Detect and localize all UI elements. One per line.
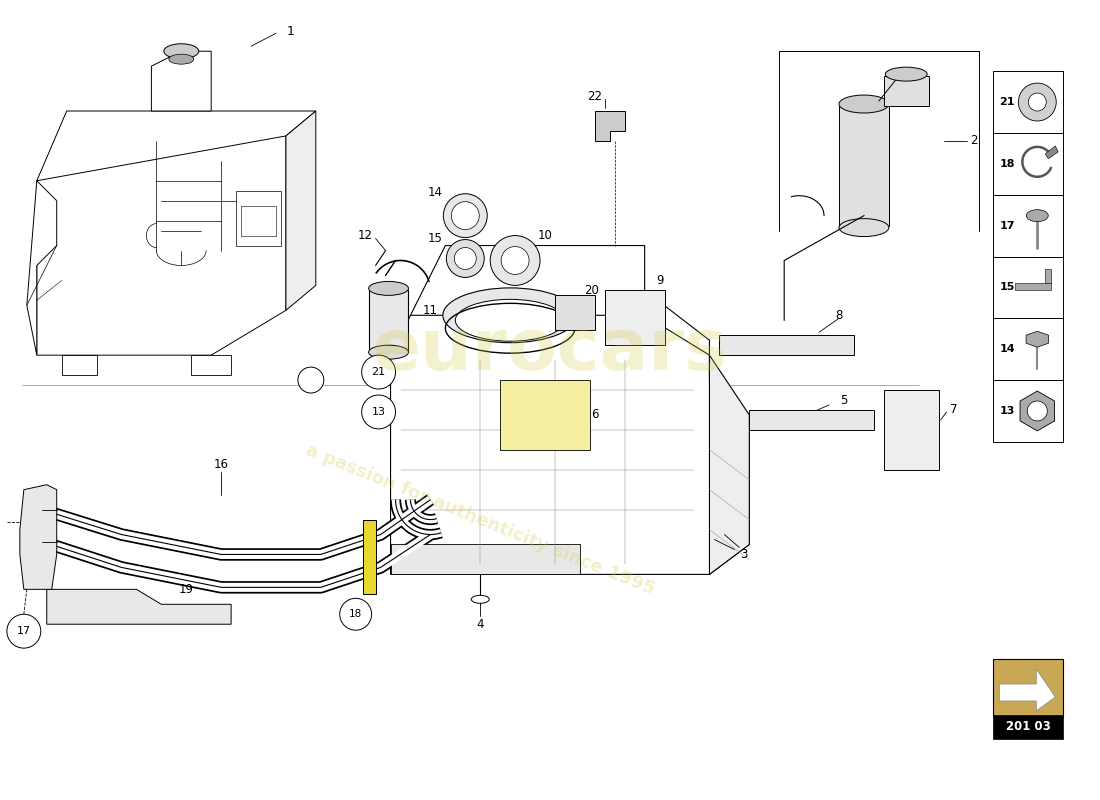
Ellipse shape (471, 595, 490, 603)
Polygon shape (152, 51, 211, 111)
Polygon shape (410, 246, 710, 355)
Bar (993, 715, 1064, 739)
Ellipse shape (368, 345, 408, 359)
Ellipse shape (886, 67, 927, 81)
Circle shape (298, 367, 323, 393)
Text: 10: 10 (538, 229, 552, 242)
Ellipse shape (839, 218, 889, 237)
Text: 22: 22 (587, 90, 603, 102)
Text: 16: 16 (213, 458, 229, 471)
Polygon shape (883, 76, 928, 106)
Circle shape (1027, 401, 1047, 421)
Text: 14: 14 (428, 186, 443, 199)
Bar (993, 194, 1064, 257)
Bar (993, 318, 1064, 380)
Text: 18: 18 (349, 610, 362, 619)
Circle shape (491, 235, 540, 286)
Ellipse shape (164, 44, 199, 58)
Text: 20: 20 (584, 284, 600, 297)
Text: 3: 3 (740, 548, 748, 561)
Bar (993, 71, 1064, 133)
Text: 2: 2 (970, 134, 977, 147)
Polygon shape (883, 390, 938, 470)
Text: 21: 21 (372, 367, 386, 377)
Circle shape (447, 239, 484, 278)
Polygon shape (236, 190, 280, 246)
Bar (993, 133, 1064, 194)
Text: 21: 21 (1000, 97, 1015, 107)
Polygon shape (556, 295, 595, 330)
Polygon shape (47, 590, 231, 624)
Bar (993, 380, 1064, 442)
Text: 201 03: 201 03 (1006, 720, 1050, 734)
Polygon shape (363, 519, 375, 594)
Text: a passion for authenticity since 1995: a passion for authenticity since 1995 (304, 441, 658, 598)
Text: 13: 13 (372, 407, 386, 417)
Ellipse shape (455, 299, 565, 342)
Text: 12: 12 (359, 229, 373, 242)
Text: 11: 11 (422, 304, 438, 317)
Polygon shape (749, 410, 873, 430)
Circle shape (362, 355, 396, 389)
Polygon shape (719, 335, 854, 355)
Polygon shape (36, 111, 316, 181)
Text: 17: 17 (16, 626, 31, 636)
Text: 17: 17 (1000, 221, 1015, 230)
Text: 14: 14 (1000, 344, 1015, 354)
Circle shape (1019, 83, 1056, 121)
Ellipse shape (1026, 210, 1048, 222)
Polygon shape (1026, 331, 1048, 347)
Text: 8: 8 (835, 309, 843, 322)
Circle shape (362, 395, 396, 429)
Polygon shape (1000, 669, 1055, 711)
Text: 15: 15 (1000, 282, 1015, 292)
Ellipse shape (443, 288, 578, 342)
Text: 7: 7 (949, 403, 957, 417)
Polygon shape (605, 290, 664, 345)
Polygon shape (26, 181, 57, 355)
Circle shape (7, 614, 41, 648)
Polygon shape (710, 355, 749, 574)
Polygon shape (20, 485, 57, 590)
Circle shape (454, 247, 476, 270)
Ellipse shape (368, 282, 408, 295)
Text: 18: 18 (1000, 159, 1015, 169)
Polygon shape (390, 315, 749, 574)
Polygon shape (1045, 270, 1052, 283)
Bar (993, 659, 1064, 717)
Bar (993, 257, 1064, 318)
Ellipse shape (839, 95, 889, 113)
Ellipse shape (168, 54, 194, 64)
Polygon shape (1020, 391, 1055, 431)
Polygon shape (839, 106, 889, 226)
Circle shape (340, 598, 372, 630)
Circle shape (443, 194, 487, 238)
Polygon shape (500, 380, 590, 450)
Polygon shape (1045, 146, 1058, 159)
Text: 9: 9 (656, 274, 663, 287)
Polygon shape (595, 111, 625, 141)
Text: 6: 6 (591, 409, 598, 422)
Circle shape (451, 202, 480, 230)
Text: 19: 19 (179, 583, 194, 596)
Text: eurocars: eurocars (372, 316, 728, 385)
Text: 4: 4 (476, 618, 484, 630)
Circle shape (1028, 93, 1046, 111)
Polygon shape (390, 545, 580, 574)
Polygon shape (241, 206, 276, 235)
Polygon shape (62, 355, 97, 375)
Circle shape (502, 246, 529, 274)
Text: 15: 15 (428, 232, 443, 245)
Polygon shape (1015, 283, 1052, 290)
Text: 5: 5 (840, 394, 848, 406)
Polygon shape (368, 290, 408, 352)
Text: 1: 1 (287, 25, 295, 38)
Polygon shape (36, 136, 286, 355)
Text: 13: 13 (1000, 406, 1015, 416)
Polygon shape (286, 111, 316, 310)
Polygon shape (191, 355, 231, 375)
